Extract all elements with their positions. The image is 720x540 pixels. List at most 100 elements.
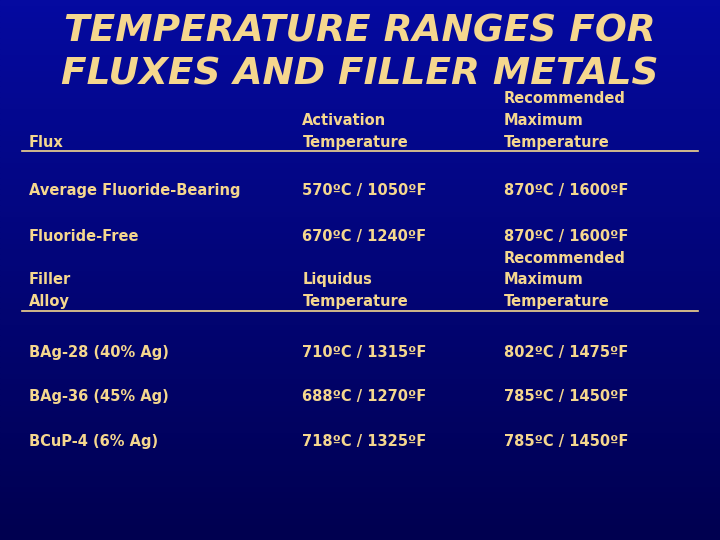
- Bar: [0, 437, 720, 443]
- Bar: [0, 248, 720, 254]
- Text: Recommended: Recommended: [504, 91, 626, 106]
- Bar: [0, 518, 720, 524]
- Bar: [0, 16, 720, 22]
- Bar: [0, 178, 720, 184]
- Bar: [0, 254, 720, 259]
- Text: Filler: Filler: [29, 272, 71, 287]
- Bar: [0, 97, 720, 103]
- Bar: [0, 281, 720, 286]
- Bar: [0, 124, 720, 130]
- Bar: [0, 81, 720, 86]
- Bar: [0, 43, 720, 49]
- Bar: [0, 0, 720, 5]
- Bar: [0, 27, 720, 32]
- Bar: [0, 189, 720, 194]
- Bar: [0, 32, 720, 38]
- Bar: [0, 59, 720, 65]
- Bar: [0, 335, 720, 340]
- Bar: [0, 513, 720, 518]
- Text: 670ºC / 1240ºF: 670ºC / 1240ºF: [302, 229, 426, 244]
- Text: 785ºC / 1450ºF: 785ºC / 1450ºF: [504, 434, 629, 449]
- Bar: [0, 11, 720, 16]
- Text: 710ºC / 1315ºF: 710ºC / 1315ºF: [302, 345, 427, 360]
- Bar: [0, 92, 720, 97]
- Text: TEMPERATURE RANGES FOR: TEMPERATURE RANGES FOR: [64, 14, 656, 50]
- Text: 718ºC / 1325ºF: 718ºC / 1325ºF: [302, 434, 427, 449]
- Bar: [0, 389, 720, 394]
- Bar: [0, 443, 720, 448]
- Bar: [0, 5, 720, 11]
- Bar: [0, 146, 720, 151]
- Bar: [0, 432, 720, 437]
- Bar: [0, 194, 720, 200]
- Bar: [0, 167, 720, 173]
- Bar: [0, 297, 720, 302]
- Text: BAg-28 (40% Ag): BAg-28 (40% Ag): [29, 345, 168, 360]
- Bar: [0, 265, 720, 270]
- Bar: [0, 340, 720, 346]
- Bar: [0, 394, 720, 400]
- Bar: [0, 448, 720, 454]
- Bar: [0, 502, 720, 508]
- Bar: [0, 151, 720, 157]
- Text: Temperature: Temperature: [302, 294, 408, 309]
- Bar: [0, 113, 720, 119]
- Bar: [0, 286, 720, 292]
- Bar: [0, 54, 720, 59]
- Text: Temperature: Temperature: [302, 134, 408, 150]
- Text: Maximum: Maximum: [504, 113, 584, 128]
- Bar: [0, 108, 720, 113]
- Bar: [0, 400, 720, 405]
- Bar: [0, 491, 720, 497]
- Text: 785ºC / 1450ºF: 785ºC / 1450ºF: [504, 389, 629, 404]
- Bar: [0, 481, 720, 486]
- Text: 688ºC / 1270ºF: 688ºC / 1270ºF: [302, 389, 427, 404]
- Bar: [0, 324, 720, 329]
- Bar: [0, 405, 720, 410]
- Text: Liquidus: Liquidus: [302, 272, 372, 287]
- Bar: [0, 454, 720, 459]
- Bar: [0, 119, 720, 124]
- Bar: [0, 76, 720, 81]
- Bar: [0, 135, 720, 140]
- Bar: [0, 535, 720, 540]
- Bar: [0, 383, 720, 389]
- Text: Flux: Flux: [29, 134, 63, 150]
- Bar: [0, 497, 720, 502]
- Bar: [0, 475, 720, 481]
- Bar: [0, 103, 720, 108]
- Text: Temperature: Temperature: [504, 294, 610, 309]
- Text: 870ºC / 1600ºF: 870ºC / 1600ºF: [504, 183, 629, 198]
- Text: BCuP-4 (6% Ag): BCuP-4 (6% Ag): [29, 434, 158, 449]
- Bar: [0, 216, 720, 221]
- Bar: [0, 508, 720, 513]
- Text: Alloy: Alloy: [29, 294, 70, 309]
- Bar: [0, 378, 720, 383]
- Bar: [0, 211, 720, 216]
- Bar: [0, 351, 720, 356]
- Bar: [0, 486, 720, 491]
- Bar: [0, 464, 720, 470]
- Bar: [0, 308, 720, 313]
- Bar: [0, 157, 720, 162]
- Bar: [0, 529, 720, 535]
- Bar: [0, 162, 720, 167]
- Bar: [0, 524, 720, 529]
- Text: Temperature: Temperature: [504, 134, 610, 150]
- Bar: [0, 275, 720, 281]
- Text: 802ºC / 1475ºF: 802ºC / 1475ºF: [504, 345, 629, 360]
- Bar: [0, 227, 720, 232]
- Bar: [0, 200, 720, 205]
- Bar: [0, 184, 720, 189]
- Text: Fluoride-Free: Fluoride-Free: [29, 229, 139, 244]
- Text: BAg-36 (45% Ag): BAg-36 (45% Ag): [29, 389, 168, 404]
- Bar: [0, 70, 720, 76]
- Bar: [0, 130, 720, 135]
- Text: Activation: Activation: [302, 113, 387, 128]
- Bar: [0, 356, 720, 362]
- Bar: [0, 232, 720, 238]
- Bar: [0, 346, 720, 351]
- Text: Maximum: Maximum: [504, 272, 584, 287]
- Bar: [0, 459, 720, 464]
- Text: 870ºC / 1600ºF: 870ºC / 1600ºF: [504, 229, 629, 244]
